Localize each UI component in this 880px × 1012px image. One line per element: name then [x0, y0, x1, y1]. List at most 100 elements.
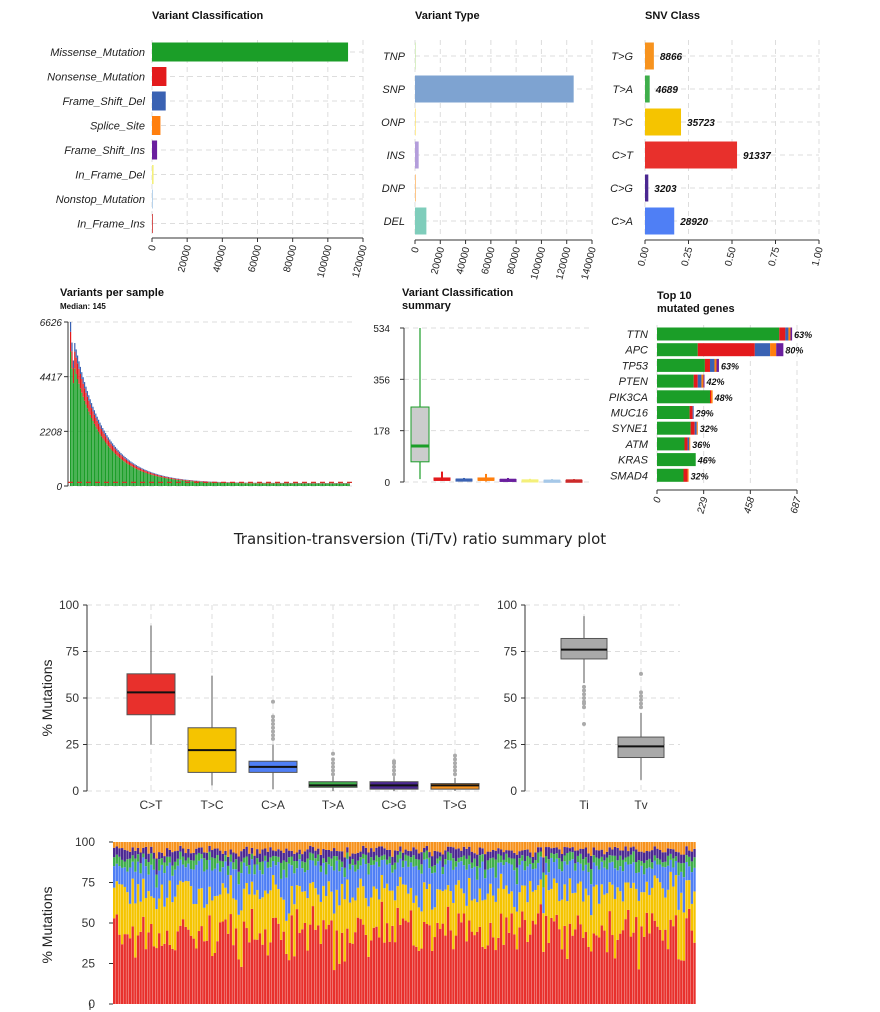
sample-segment — [306, 842, 309, 850]
sample-segment — [608, 847, 611, 856]
sample-segment — [224, 842, 227, 851]
sample-segment — [656, 864, 659, 879]
sample-segment — [531, 862, 535, 870]
sample-segment — [608, 855, 611, 863]
sample-segment — [690, 930, 694, 1004]
sample-segment — [682, 877, 686, 913]
outlier-point — [582, 722, 586, 727]
sample-bar-fsdel — [109, 439, 111, 443]
sample-segment — [290, 885, 293, 916]
sample-segment — [332, 848, 336, 856]
sample-segment — [465, 905, 468, 942]
sample-segment — [624, 861, 627, 883]
sample-segment — [595, 884, 598, 936]
sample-segment — [298, 859, 301, 887]
sample-segment — [354, 864, 357, 872]
sample-bar-nonsense — [158, 475, 160, 477]
sample-segment — [462, 842, 466, 847]
sample-segment — [144, 859, 148, 867]
sample-segment — [205, 852, 209, 860]
bar-frame_shift_ins — [152, 140, 158, 160]
sample-segment — [550, 848, 553, 853]
sample-segment — [470, 862, 474, 869]
sample-bar-missense — [226, 482, 228, 486]
sample-segment — [579, 842, 582, 849]
sample-segment — [627, 909, 630, 1004]
sample-segment — [272, 850, 275, 856]
sample-segment — [166, 848, 169, 857]
sample-segment — [279, 842, 283, 851]
sample-segment — [566, 958, 569, 1004]
sample-segment — [385, 864, 389, 884]
sample-segment — [150, 853, 153, 865]
sample-bar-nonsense — [183, 479, 185, 481]
sample-segment — [266, 861, 270, 868]
sample-segment — [115, 846, 118, 855]
sample-segment — [635, 849, 638, 862]
sample-bar-missense — [204, 482, 206, 486]
outlier-point — [271, 699, 275, 704]
sample-segment — [192, 938, 195, 1004]
sample-bar-missense — [183, 480, 185, 486]
sample-segment — [664, 867, 667, 898]
sample-segment — [624, 846, 627, 858]
sample-bar-nonsense — [166, 477, 168, 479]
sample-segment — [309, 845, 312, 853]
sample-bar-missense — [128, 465, 130, 486]
gene-percent-label: 80% — [785, 346, 803, 356]
sample-segment — [510, 864, 513, 892]
sample-segment — [359, 851, 362, 858]
sample-bar-missense — [149, 474, 151, 486]
outlier-point — [271, 722, 275, 727]
sample-bar-nonsense — [93, 414, 95, 424]
sample-segment — [232, 852, 235, 863]
sample-segment — [338, 963, 341, 1004]
sample-segment — [298, 886, 301, 934]
sample-segment — [192, 869, 195, 905]
sample-segment — [221, 861, 224, 868]
sample-segment — [396, 842, 399, 851]
sample-bar-missense — [285, 483, 287, 486]
sample-segment — [457, 842, 460, 849]
sample-bar-missense — [200, 481, 202, 486]
sample-segment — [393, 842, 397, 851]
sample-segment — [661, 862, 664, 867]
y-tick-label: 178 — [373, 427, 390, 438]
sample-segment — [576, 883, 580, 916]
sample-segment — [375, 861, 378, 889]
sample-segment — [266, 867, 270, 894]
sample-segment — [155, 842, 158, 859]
sample-segment — [367, 842, 370, 853]
sample-segment — [560, 949, 564, 1004]
sample-segment — [452, 858, 455, 870]
sample-segment — [258, 933, 262, 1004]
sample-segment — [544, 862, 548, 875]
sample-segment — [462, 893, 466, 914]
sample-segment — [325, 929, 328, 1004]
sample-segment — [314, 858, 317, 866]
sample-segment — [309, 842, 312, 846]
y-tick-label: 75 — [66, 645, 80, 659]
sample-segment — [147, 842, 150, 854]
sample-segment — [393, 869, 397, 901]
gene-label: PIK3CA — [609, 392, 648, 404]
x-tick-label: Tv — [634, 798, 647, 812]
sample-segment — [168, 944, 171, 1004]
sample-segment — [632, 862, 635, 883]
sample-segment — [391, 864, 394, 873]
sample-segment — [128, 842, 132, 852]
sample-segment — [258, 862, 262, 871]
sample-segment — [582, 901, 585, 938]
sample-segment — [579, 848, 582, 854]
sample-bar-missense — [96, 429, 98, 486]
gene-bar-segment — [687, 468, 689, 482]
sample-segment — [306, 849, 309, 859]
sample-bar-fsdel — [126, 458, 128, 460]
sample-segment — [219, 850, 222, 861]
sample-segment — [566, 847, 569, 854]
sample-bar-missense — [310, 483, 312, 486]
sample-segment — [317, 848, 320, 855]
sample-segment — [513, 842, 516, 853]
sample-segment — [494, 850, 497, 860]
sample-segment — [571, 847, 574, 853]
